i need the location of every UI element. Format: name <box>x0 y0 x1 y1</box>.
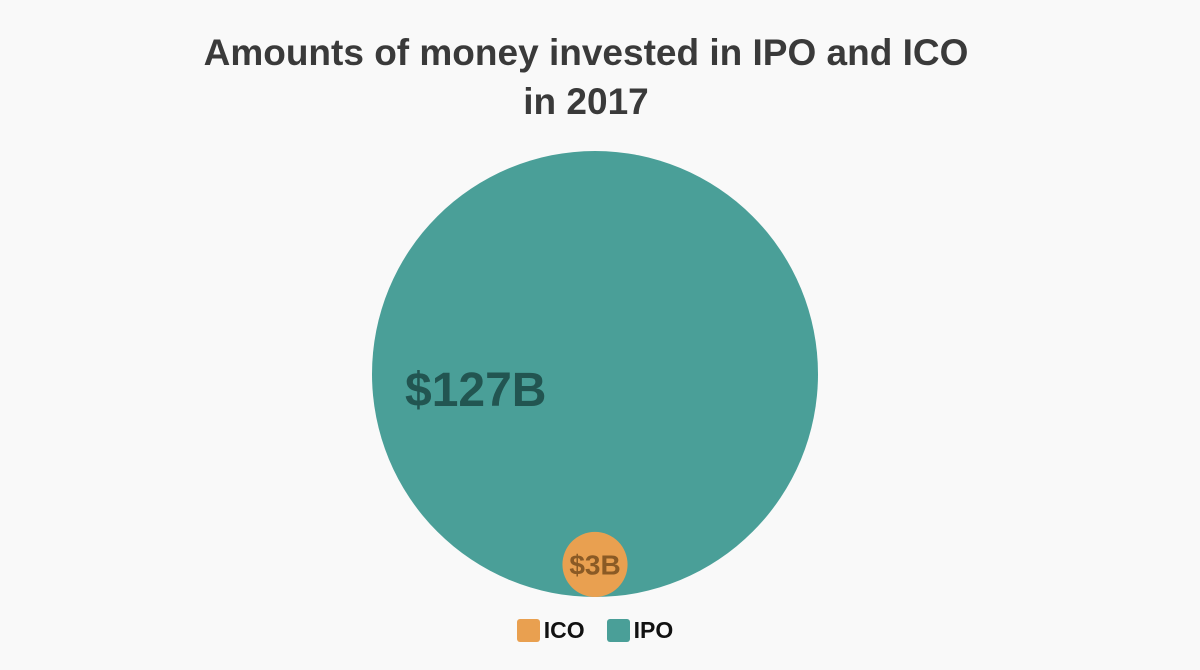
legend-swatch-ipo <box>606 619 630 642</box>
ico-bubble <box>562 531 628 597</box>
chart-title: Amounts of money invested in IPO and ICO… <box>0 28 1172 126</box>
chart-title-line-2: in 2017 <box>523 81 649 122</box>
legend-label-ico: ICO <box>543 617 585 643</box>
legend-swatch-ico <box>516 619 540 642</box>
legend-label-ipo: IPO <box>633 617 674 643</box>
legend-item-ipo: IPO <box>606 617 674 644</box>
chart-legend: ICO IPO <box>0 617 1190 644</box>
ico-value-label: $3B <box>569 549 620 580</box>
chart-title-line-1: Amounts of money invested in IPO and ICO <box>203 32 969 73</box>
legend-item-ico: ICO <box>516 617 585 644</box>
ipo-bubble <box>372 151 818 597</box>
ipo-value-label: $127B <box>405 364 546 417</box>
